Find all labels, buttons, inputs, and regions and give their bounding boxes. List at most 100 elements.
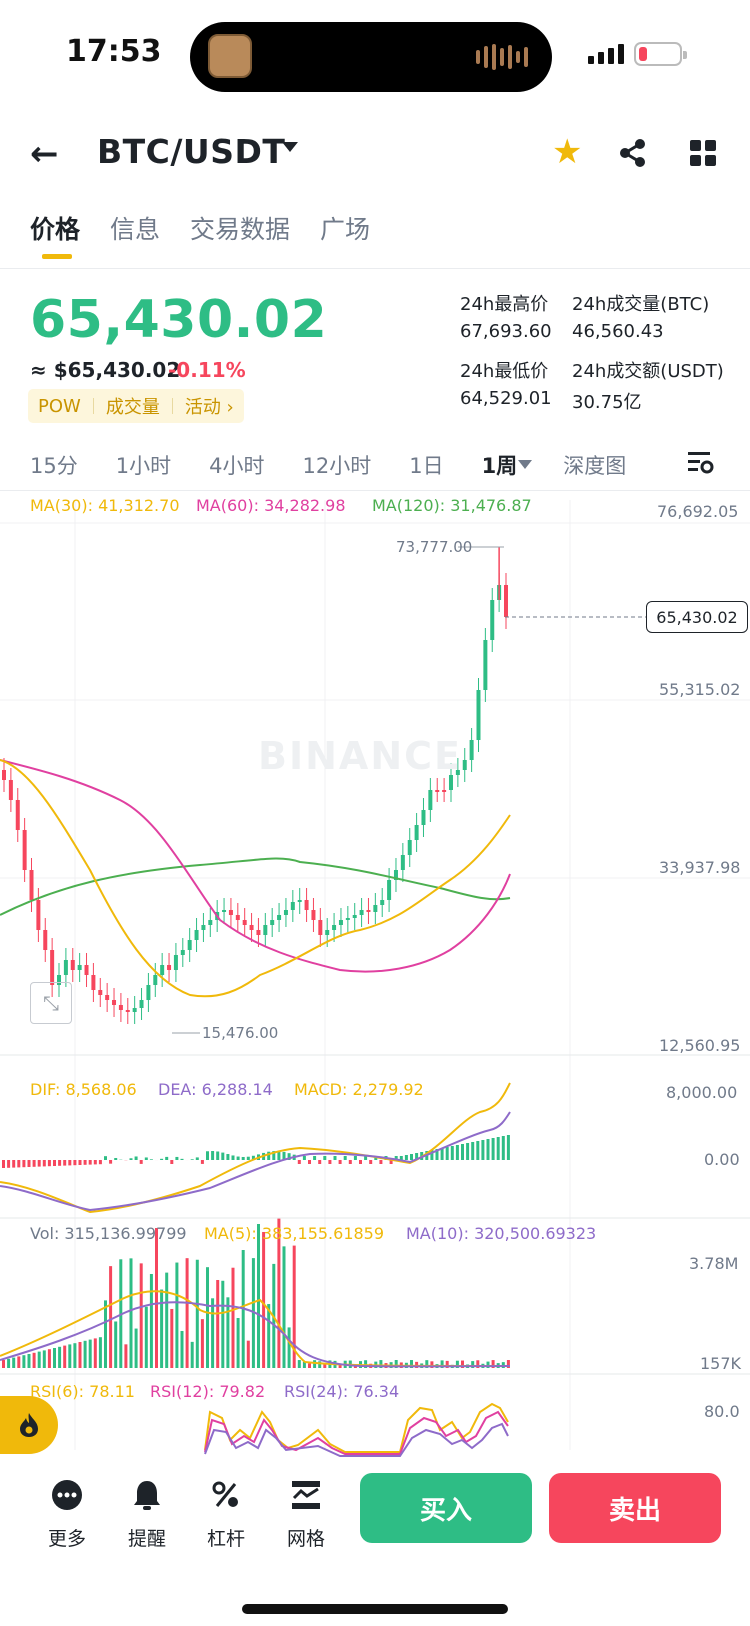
volume-bar bbox=[175, 1262, 179, 1368]
timeframe-1w[interactable]: 1周 bbox=[481, 454, 518, 478]
tag-volume[interactable]: 成交量 bbox=[105, 397, 160, 418]
dea-line bbox=[0, 1111, 511, 1212]
timeframe-dropdown-icon[interactable] bbox=[518, 460, 532, 469]
vol-ma10-line bbox=[0, 1301, 511, 1368]
axis-label-bottom: 12,560.95 bbox=[659, 1036, 741, 1055]
depth-chart-tab[interactable]: 深度图 bbox=[563, 454, 627, 478]
candle bbox=[153, 963, 158, 997]
trading-pair-selector[interactable]: BTC/USDT bbox=[97, 132, 286, 171]
leverage-button[interactable]: 杠杆 bbox=[196, 1478, 256, 1551]
candle bbox=[442, 778, 447, 802]
macd-bar bbox=[195, 1157, 199, 1160]
rsi24-legend: RSI(24): 76.34 bbox=[284, 1382, 400, 1401]
volume-bar bbox=[149, 1273, 153, 1368]
divider bbox=[0, 490, 750, 491]
more-button[interactable]: 更多 bbox=[37, 1478, 97, 1551]
candle bbox=[146, 973, 151, 1012]
stat-low-label: 24h最低价 bbox=[460, 361, 549, 382]
macd-bar bbox=[206, 1151, 209, 1160]
page-tabs: 价格 信息 交易数据 广场 bbox=[30, 210, 371, 259]
candle bbox=[132, 996, 137, 1024]
candle bbox=[455, 758, 460, 787]
macd-bar bbox=[221, 1152, 225, 1160]
buy-button[interactable]: 买入 bbox=[360, 1473, 532, 1543]
tag-activity[interactable]: 活动 › bbox=[184, 397, 234, 418]
macd-bar bbox=[42, 1160, 46, 1167]
sell-button[interactable]: 卖出 bbox=[549, 1473, 721, 1543]
macd-bar bbox=[267, 1151, 271, 1160]
tag-pow[interactable]: POW bbox=[38, 395, 81, 417]
tab-price[interactable]: 价格 bbox=[30, 210, 80, 259]
favorite-star-icon[interactable]: ★ bbox=[552, 132, 583, 172]
low-marker: 15,476.00 bbox=[202, 1024, 279, 1042]
rsi-axis-label: 80.0 bbox=[704, 1402, 740, 1421]
expand-chart-icon[interactable]: ⤡ bbox=[30, 982, 72, 1024]
volume-bar bbox=[267, 1304, 271, 1368]
macd-bar bbox=[216, 1151, 220, 1160]
macd-bar bbox=[160, 1158, 164, 1160]
percent-icon bbox=[196, 1478, 256, 1512]
macd-bar bbox=[78, 1160, 82, 1165]
volume-bar bbox=[2, 1360, 5, 1368]
usd-equivalent: ≈ $65,430.02 bbox=[30, 358, 181, 382]
candle bbox=[290, 890, 295, 922]
volume-bar bbox=[114, 1321, 118, 1368]
binance-watermark: BINANCE bbox=[258, 734, 462, 778]
price-chart[interactable] bbox=[0, 0, 750, 1458]
vol-axis-top: 3.78M bbox=[689, 1254, 739, 1273]
stat-vol-usdt-value: 30.75亿 bbox=[572, 392, 642, 413]
candle bbox=[318, 908, 323, 947]
ma60-legend: MA(60): 34,282.98 bbox=[196, 496, 346, 515]
last-price: 65,430.02 bbox=[30, 290, 328, 350]
macd-bar bbox=[486, 1139, 490, 1160]
timeframe-4h[interactable]: 4小时 bbox=[209, 454, 265, 478]
macd-bar bbox=[466, 1143, 470, 1160]
alert-button[interactable]: 提醒 bbox=[117, 1478, 177, 1551]
tab-square[interactable]: 广场 bbox=[320, 215, 371, 244]
ma60-line bbox=[0, 759, 511, 973]
macd-bar bbox=[297, 1160, 301, 1164]
back-arrow-icon[interactable]: ← bbox=[30, 134, 59, 174]
rsi6-legend: RSI(6): 78.11 bbox=[30, 1382, 135, 1401]
macd-bar bbox=[241, 1156, 245, 1160]
tab-info[interactable]: 信息 bbox=[110, 215, 161, 244]
candle bbox=[125, 998, 130, 1024]
candle bbox=[228, 898, 233, 927]
tab-trading-data[interactable]: 交易数据 bbox=[190, 215, 291, 244]
volume-bar bbox=[455, 1360, 459, 1368]
volume-bar bbox=[124, 1344, 128, 1368]
candle bbox=[421, 798, 426, 837]
macd-bar bbox=[180, 1158, 184, 1160]
volume-bar bbox=[139, 1263, 143, 1368]
share-icon[interactable] bbox=[618, 138, 648, 172]
candle bbox=[373, 893, 378, 924]
macd-axis-top: 8,000.00 bbox=[666, 1083, 738, 1102]
timeframe-12h[interactable]: 12小时 bbox=[302, 454, 372, 478]
chart-settings-icon[interactable] bbox=[688, 450, 714, 480]
macd-bar bbox=[134, 1156, 138, 1160]
layout-grid-icon[interactable] bbox=[690, 140, 716, 166]
candle bbox=[187, 928, 192, 962]
volume-bar bbox=[236, 1318, 240, 1368]
macd-bar bbox=[287, 1153, 291, 1160]
volume-bar bbox=[78, 1342, 82, 1368]
hot-fire-icon[interactable] bbox=[0, 1396, 58, 1454]
candle bbox=[311, 898, 316, 932]
volume-bar bbox=[134, 1328, 138, 1368]
volume-bar bbox=[262, 1231, 266, 1368]
candle bbox=[380, 888, 385, 917]
more-dots-icon bbox=[37, 1478, 97, 1512]
macd-bar bbox=[165, 1156, 169, 1160]
macd-bar bbox=[338, 1160, 342, 1164]
candle bbox=[448, 763, 453, 802]
volume-bar bbox=[12, 1357, 16, 1368]
volume-bar bbox=[379, 1360, 383, 1368]
timeframe-1h[interactable]: 1小时 bbox=[115, 454, 172, 478]
timeframe-1d[interactable]: 1日 bbox=[409, 454, 444, 478]
candle bbox=[63, 948, 68, 987]
chevron-down-icon[interactable] bbox=[282, 142, 298, 152]
grid-trading-button[interactable]: 网格 bbox=[276, 1478, 336, 1551]
candle bbox=[50, 938, 55, 997]
timeframe-15m[interactable]: 15分 bbox=[30, 454, 78, 478]
volume-bar bbox=[165, 1272, 169, 1368]
